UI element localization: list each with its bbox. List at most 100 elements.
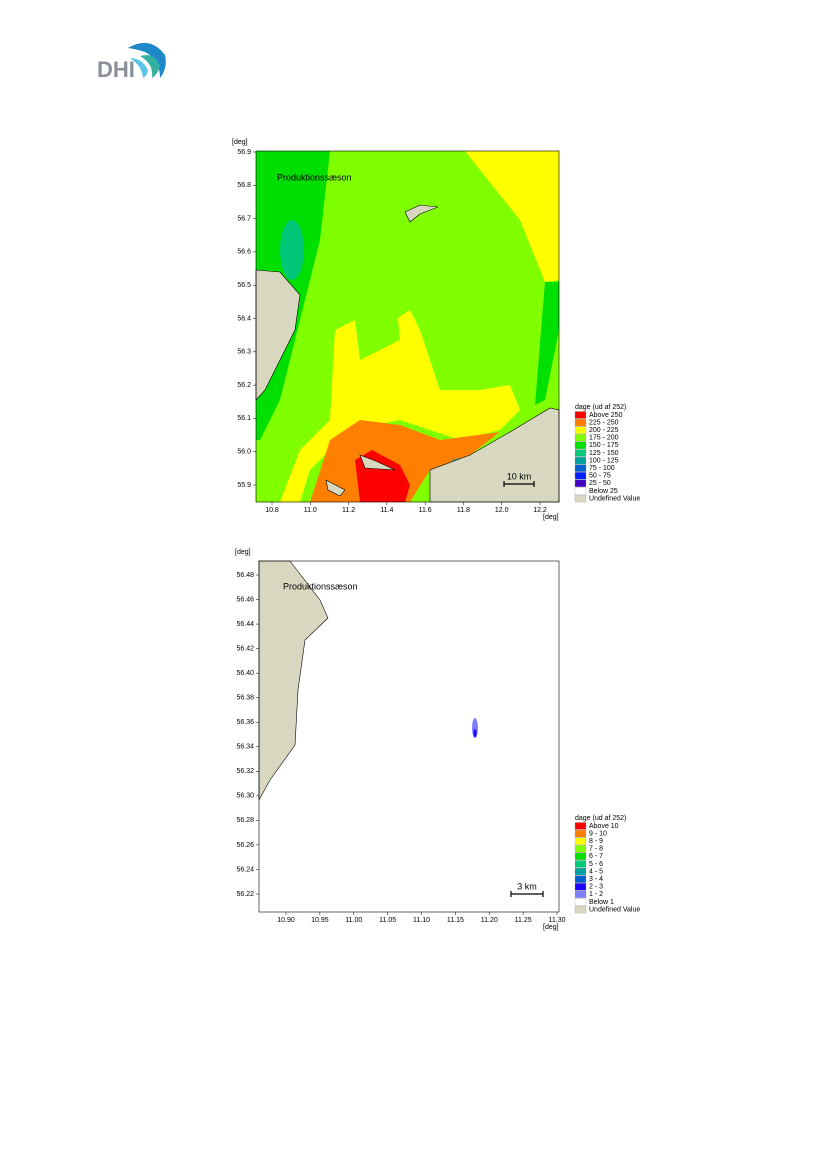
y-tick-label: 56.2 (237, 382, 251, 389)
x-axis-label: [deg] (543, 514, 559, 521)
x-tick-label: 11.2 (342, 507, 355, 514)
y-tick-label: 56.5 (237, 282, 251, 289)
legend-swatch (574, 441, 587, 450)
y-tick-label: 56.44 (236, 621, 254, 628)
x-tick-label: 10.95 (311, 917, 329, 924)
legend-label: 1 - 2 (589, 891, 603, 898)
legend-label: 5 - 6 (589, 861, 603, 868)
legend-label: Undefined Value (589, 906, 640, 913)
legend-label: 75 - 100 (589, 465, 615, 472)
x-tick-label: 11.25 (515, 917, 532, 924)
legend-title: dage (ud af 252) (575, 815, 626, 822)
y-tick-label: 56.3 (237, 349, 251, 356)
legend-label: 200 - 225 (589, 427, 619, 434)
legend-label: 8 - 9 (589, 838, 603, 845)
y-axis-label: [deg] (235, 549, 251, 556)
legend-title: dage (ud af 252) (575, 404, 626, 411)
logo-text: DHI (97, 57, 135, 82)
legend-label: Undefined Value (589, 495, 640, 502)
x-tick-label: 12.2 (533, 507, 547, 514)
legend-swatch (574, 411, 587, 419)
legend-swatch (574, 434, 587, 442)
y-tick-label: 56.32 (236, 768, 254, 775)
legend-label: 6 - 7 (589, 853, 603, 860)
x-tick-label: 11.30 (549, 917, 566, 924)
plot-frame (258, 560, 560, 913)
legend-swatch (574, 905, 587, 914)
legend-swatch (574, 875, 587, 883)
x-tick-label: 10.8 (265, 507, 279, 514)
legend-swatch (574, 837, 587, 845)
y-tick-label: 56.22 (236, 891, 254, 898)
scale-bar-label: 10 km (507, 471, 532, 481)
y-tick-label: 56.9 (237, 149, 251, 156)
legend-label: 150 - 175 (589, 442, 619, 449)
legend-label: 225 - 250 (589, 419, 619, 426)
plot-frame (255, 150, 560, 503)
x-tick-label: 12.0 (495, 507, 509, 514)
legend-swatch (574, 494, 587, 503)
x-tick-label: 11.6 (419, 507, 432, 514)
y-tick-label: 56.4 (237, 315, 251, 322)
scale-bar (503, 481, 535, 487)
y-tick-label: 56.34 (236, 744, 254, 751)
legend-swatch (574, 867, 587, 876)
legend-swatch (574, 449, 587, 457)
legend-swatch (574, 898, 587, 906)
legend-swatch (574, 845, 587, 853)
map-title: Produktionssæson (277, 172, 352, 182)
map-title: Produktionssæson (283, 581, 358, 591)
legend-swatch (574, 890, 587, 899)
x-tick-label: 11.4 (380, 507, 393, 514)
legend-label: Above 10 (589, 823, 619, 830)
legend-label: 9 - 10 (589, 830, 607, 837)
legend-label: Below 25 (589, 488, 618, 495)
y-tick-label: 56.7 (237, 215, 251, 222)
x-tick-label: 11.20 (481, 917, 498, 924)
legend-label: Above 250 (589, 412, 623, 419)
legend-swatch (574, 418, 587, 427)
legend-label: 125 - 150 (589, 450, 619, 457)
x-tick-label: 11.00 (345, 917, 362, 924)
legend-swatch (574, 883, 587, 891)
y-tick-label: 55.9 (237, 482, 251, 489)
x-tick-label: 11.10 (413, 917, 430, 924)
legend-label: 4 - 5 (589, 868, 603, 875)
y-axis-label: [deg] (232, 139, 248, 146)
y-tick-label: 56.38 (236, 695, 254, 702)
legend-label: Below 1 (589, 899, 614, 906)
y-tick-label: 56.40 (236, 670, 254, 677)
y-tick-label: 56.0 (237, 449, 251, 456)
y-tick-label: 56.36 (236, 719, 254, 726)
x-tick-label: 11.0 (304, 507, 317, 514)
legend-swatch (574, 860, 587, 868)
legend-swatch (574, 456, 587, 465)
legend-label: 3 - 4 (589, 876, 603, 883)
scale-bar (510, 891, 544, 897)
legend-swatch (574, 829, 587, 838)
legend-label: 175 - 200 (589, 435, 619, 442)
y-tick-label: 56.26 (236, 842, 254, 849)
logo: DHI (97, 42, 166, 82)
x-tick-label: 11.8 (457, 507, 470, 514)
y-tick-label: 56.42 (236, 645, 254, 652)
y-tick-label: 56.24 (236, 866, 254, 873)
y-tick-label: 56.48 (236, 572, 254, 579)
y-tick-label: 56.8 (237, 182, 251, 189)
x-tick-label: 11.05 (379, 917, 396, 924)
legend-label: 25 - 50 (589, 480, 611, 487)
legend-swatch (574, 426, 587, 434)
y-tick-label: 56.30 (236, 793, 254, 800)
legend-label: 2 - 3 (589, 884, 603, 891)
legend-swatch (574, 472, 587, 480)
legend-label: 50 - 75 (589, 473, 611, 480)
scale-bar-label: 3 km (517, 881, 537, 891)
legend-swatch (574, 464, 587, 472)
legend-swatch (574, 487, 587, 495)
legend-label: 100 - 125 (589, 457, 619, 464)
y-tick-label: 56.28 (236, 817, 254, 824)
map-1-fill (255, 151, 560, 503)
x-axis-label: [deg] (543, 924, 559, 931)
